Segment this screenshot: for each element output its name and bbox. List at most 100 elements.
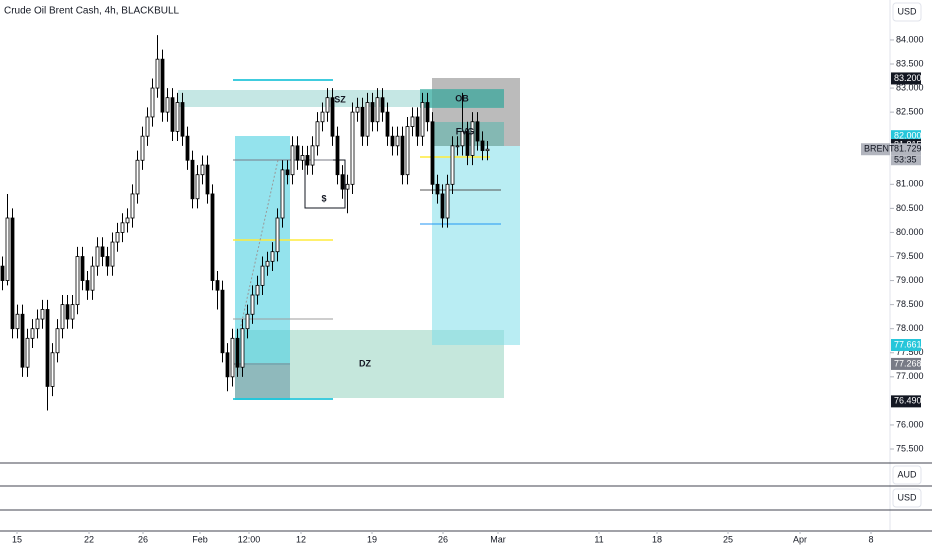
candle-body	[405, 126, 410, 176]
candle-body	[5, 217, 10, 281]
candle-body	[245, 313, 250, 330]
price-label-box	[891, 339, 921, 352]
candle-body	[30, 328, 35, 339]
candle-body	[20, 313, 25, 368]
candle-body	[105, 256, 110, 267]
candle-body	[165, 97, 170, 113]
candle-body	[360, 106, 365, 137]
y-tick-label: 84.000	[896, 34, 924, 44]
currency-button-label[interactable]: USD	[897, 6, 917, 16]
x-tick-label: Apr	[793, 534, 807, 544]
candle-body	[310, 145, 315, 166]
candle-body	[445, 183, 450, 219]
x-tick-label: 19	[367, 534, 377, 544]
x-tick-label: 25	[723, 534, 733, 544]
candle-body	[295, 145, 300, 161]
candle-body	[185, 135, 190, 161]
y-tick-label: 81.000	[896, 179, 924, 189]
candle-body	[270, 251, 275, 262]
candle-body	[110, 241, 115, 267]
pane-button[interactable]	[892, 465, 922, 485]
x-tick-label: 15	[12, 534, 22, 544]
timer-box	[891, 155, 921, 166]
candle-body	[170, 97, 175, 132]
candle-body	[210, 193, 215, 281]
x-tick-label: 18	[652, 534, 662, 544]
candle-body	[135, 159, 140, 195]
candle-body	[250, 294, 255, 315]
annotation: OB	[455, 93, 469, 103]
y-tick-label: 83.000	[896, 82, 924, 92]
price-label: 76.490	[894, 396, 922, 406]
symbol-tag-box	[861, 143, 890, 156]
x-tick-label: Feb	[192, 534, 208, 544]
path-line	[239, 159, 279, 331]
candle-body	[440, 193, 445, 219]
annotation-labels: SZ OB FVG $ DZ	[321, 93, 474, 368]
candle-body	[200, 164, 205, 176]
price-label: 77.268	[894, 358, 922, 368]
candle-body	[180, 102, 185, 137]
candle-body	[25, 337, 30, 368]
y-tick-label: 80.500	[896, 203, 924, 213]
x-tick-label: 12:00	[238, 534, 261, 544]
candle-body	[80, 256, 85, 281]
pane-label[interactable]: USD	[897, 492, 917, 502]
price-label-box	[891, 72, 921, 85]
candle-body	[125, 217, 130, 224]
candle-body	[350, 111, 355, 185]
candle-body	[470, 121, 475, 156]
candle-body	[460, 130, 465, 147]
candle-body	[435, 183, 440, 195]
x-tick-label: 11	[594, 534, 603, 544]
candle-body	[475, 121, 480, 142]
candle-body	[330, 97, 335, 137]
pane-button[interactable]	[892, 488, 922, 508]
price-label-box	[891, 143, 921, 156]
candle-body	[190, 159, 195, 200]
candle-body	[220, 289, 225, 354]
price-label: 82.000	[894, 131, 922, 141]
y-tick-label: 77.500	[896, 347, 924, 357]
currency-button[interactable]	[892, 2, 922, 22]
chart-title: Crude Oil Brent Cash, 4h, BLACKBULL	[4, 6, 180, 17]
candle-body	[50, 352, 55, 387]
pane-label[interactable]: AUD	[897, 469, 917, 479]
candle-body	[420, 102, 425, 137]
candle-body	[385, 111, 390, 137]
candle-body	[65, 304, 70, 320]
price-label: 83.200	[894, 73, 922, 83]
candle-body	[260, 265, 265, 286]
candle-body	[320, 111, 325, 123]
candle-body	[120, 222, 125, 233]
candle-body	[150, 87, 155, 118]
candle-body	[315, 121, 320, 147]
price-label: 81.729	[894, 144, 922, 154]
candle-body	[465, 130, 470, 156]
candle-body	[340, 174, 345, 190]
y-tick-label: 79.500	[896, 251, 924, 261]
candle-body	[390, 135, 395, 147]
candle-body	[240, 328, 245, 368]
candle-body	[100, 246, 105, 257]
y-tick-label: 78.000	[896, 323, 924, 333]
x-tick-label: 8	[868, 534, 873, 544]
candle-body	[415, 116, 420, 137]
candle-body	[40, 309, 45, 320]
candle-body	[205, 164, 210, 195]
candle-body	[355, 106, 360, 113]
candle-body	[155, 58, 160, 89]
candle-body	[345, 183, 350, 190]
candle-body	[285, 169, 290, 176]
candle-body	[60, 304, 65, 330]
candle-body	[225, 352, 230, 378]
candle-body	[15, 313, 20, 330]
target-box	[432, 146, 520, 345]
candle-body	[95, 246, 100, 267]
candle-body	[410, 116, 415, 127]
candle-body	[375, 97, 380, 123]
annotation: SZ	[334, 94, 346, 104]
candle-body	[290, 145, 295, 176]
candle-body	[70, 304, 75, 320]
